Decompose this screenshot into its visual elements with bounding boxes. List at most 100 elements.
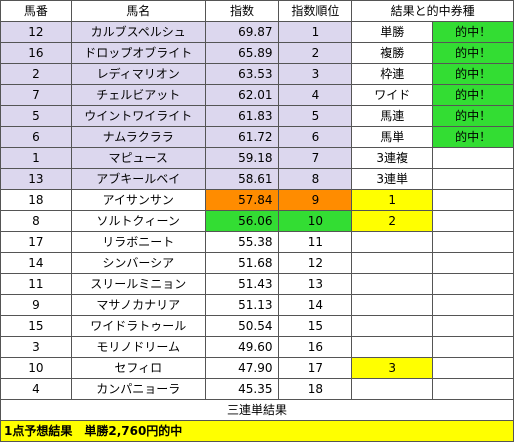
header-row: 馬番 馬名 指数 指数順位 結果と的中券種 bbox=[0, 0, 514, 22]
cell-horse-name: アイサンサン bbox=[70, 189, 206, 211]
cell-finish-rank: 1 bbox=[351, 189, 434, 211]
table-row: 3 モリノドリーム 49.60 16 bbox=[0, 336, 514, 358]
cell-empty bbox=[351, 336, 434, 358]
cell-empty bbox=[351, 231, 434, 253]
cell-empty bbox=[432, 210, 514, 232]
cell-shisu: 56.06 bbox=[204, 210, 280, 232]
cell-umaban: 7 bbox=[0, 84, 72, 106]
cell-juni: 18 bbox=[278, 378, 353, 400]
cell-finish-rank: 3 bbox=[351, 357, 434, 379]
cell-shisu: 69.87 bbox=[204, 21, 280, 43]
cell-empty bbox=[432, 357, 514, 379]
cell-hit: 的中！ bbox=[432, 63, 514, 85]
cell-juni: 15 bbox=[278, 315, 353, 337]
cell-shisu: 62.01 bbox=[204, 84, 280, 106]
cell-umaban: 10 bbox=[0, 357, 72, 379]
cell-shisu: 65.89 bbox=[204, 42, 280, 64]
cell-shisu: 58.61 bbox=[204, 168, 280, 190]
cell-juni: 10 bbox=[278, 210, 353, 232]
cell-shisu: 47.90 bbox=[204, 357, 280, 379]
table-row: 5 ウイントワイライト 61.83 5 馬連 的中！ bbox=[0, 105, 514, 127]
cell-umaban: 4 bbox=[0, 378, 72, 400]
cell-horse-name: モリノドリーム bbox=[70, 336, 206, 358]
cell-bet-type: 馬単 bbox=[351, 126, 434, 148]
prediction-summary: 1点予想結果 単勝2,760円的中 bbox=[0, 420, 514, 442]
cell-empty bbox=[432, 147, 514, 169]
cell-bet-type: 馬連 bbox=[351, 105, 434, 127]
cell-shisu: 63.53 bbox=[204, 63, 280, 85]
cell-juni: 12 bbox=[278, 252, 353, 274]
cell-bet-type: 複勝 bbox=[351, 42, 434, 64]
cell-umaban: 18 bbox=[0, 189, 72, 211]
cell-umaban: 3 bbox=[0, 336, 72, 358]
table-row: 13 アブキールベイ 58.61 8 3連単 bbox=[0, 168, 514, 190]
cell-horse-name: アブキールベイ bbox=[70, 168, 206, 190]
cell-empty bbox=[351, 378, 434, 400]
cell-hit: 的中！ bbox=[432, 126, 514, 148]
cell-bet-type: ワイド bbox=[351, 84, 434, 106]
cell-shisu: 45.35 bbox=[204, 378, 280, 400]
cell-hit: 的中！ bbox=[432, 84, 514, 106]
cell-juni: 3 bbox=[278, 63, 353, 85]
cell-juni: 17 bbox=[278, 357, 353, 379]
cell-umaban: 5 bbox=[0, 105, 72, 127]
cell-umaban: 13 bbox=[0, 168, 72, 190]
cell-hit: 的中！ bbox=[432, 105, 514, 127]
cell-shisu: 50.54 bbox=[204, 315, 280, 337]
cell-empty bbox=[432, 294, 514, 316]
cell-shisu: 57.84 bbox=[204, 189, 280, 211]
cell-shisu: 59.18 bbox=[204, 147, 280, 169]
table-row: 14 シンバーシア 51.68 12 bbox=[0, 252, 514, 274]
table-row: 6 ナムラクララ 61.72 6 馬単 的中！ bbox=[0, 126, 514, 148]
table-row: 17 リラボニート 55.38 11 bbox=[0, 231, 514, 253]
cell-hit: 的中！ bbox=[432, 42, 514, 64]
cell-empty bbox=[432, 189, 514, 211]
cell-finish-rank: 2 bbox=[351, 210, 434, 232]
cell-umaban: 9 bbox=[0, 294, 72, 316]
cell-horse-name: ソルトクィーン bbox=[70, 210, 206, 232]
cell-umaban: 8 bbox=[0, 210, 72, 232]
header-bamei: 馬名 bbox=[70, 0, 206, 22]
cell-juni: 11 bbox=[278, 231, 353, 253]
cell-shisu: 55.38 bbox=[204, 231, 280, 253]
cell-empty bbox=[432, 231, 514, 253]
table-row: 10 セフィロ 47.90 17 3 bbox=[0, 357, 514, 379]
cell-empty bbox=[432, 168, 514, 190]
cell-horse-name: カルブスペルシュ bbox=[70, 21, 206, 43]
table-row: 2 レディマリオン 63.53 3 枠連 的中！ bbox=[0, 63, 514, 85]
cell-horse-name: カンパニョーラ bbox=[70, 378, 206, 400]
cell-umaban: 11 bbox=[0, 273, 72, 295]
cell-umaban: 2 bbox=[0, 63, 72, 85]
cell-horse-name: スリールミニョン bbox=[70, 273, 206, 295]
cell-shisu: 51.68 bbox=[204, 252, 280, 274]
cell-empty bbox=[432, 273, 514, 295]
cell-umaban: 16 bbox=[0, 42, 72, 64]
cell-juni: 13 bbox=[278, 273, 353, 295]
summary-row: 1点予想結果 単勝2,760円的中 bbox=[0, 420, 514, 442]
header-kekka: 結果と的中券種 bbox=[351, 0, 514, 22]
cell-juni: 16 bbox=[278, 336, 353, 358]
cell-umaban: 1 bbox=[0, 147, 72, 169]
sanrentan-result-row: 三連単結果 bbox=[0, 399, 514, 421]
cell-juni: 4 bbox=[278, 84, 353, 106]
cell-empty bbox=[432, 252, 514, 274]
cell-juni: 7 bbox=[278, 147, 353, 169]
cell-horse-name: ワイドラトゥール bbox=[70, 315, 206, 337]
cell-juni: 14 bbox=[278, 294, 353, 316]
cell-bet-type: 単勝 bbox=[351, 21, 434, 43]
cell-empty bbox=[351, 252, 434, 274]
cell-empty bbox=[432, 378, 514, 400]
table-row: 4 カンパニョーラ 45.35 18 bbox=[0, 378, 514, 400]
table-row: 11 スリールミニョン 51.43 13 bbox=[0, 273, 514, 295]
table-row: 1 マピュース 59.18 7 3連複 bbox=[0, 147, 514, 169]
cell-umaban: 6 bbox=[0, 126, 72, 148]
cell-juni: 5 bbox=[278, 105, 353, 127]
cell-horse-name: チェルビアット bbox=[70, 84, 206, 106]
cell-juni: 2 bbox=[278, 42, 353, 64]
cell-horse-name: レディマリオン bbox=[70, 63, 206, 85]
cell-shisu: 61.72 bbox=[204, 126, 280, 148]
cell-horse-name: セフィロ bbox=[70, 357, 206, 379]
cell-empty bbox=[351, 294, 434, 316]
cell-bet-type: 3連単 bbox=[351, 168, 434, 190]
cell-empty bbox=[351, 273, 434, 295]
